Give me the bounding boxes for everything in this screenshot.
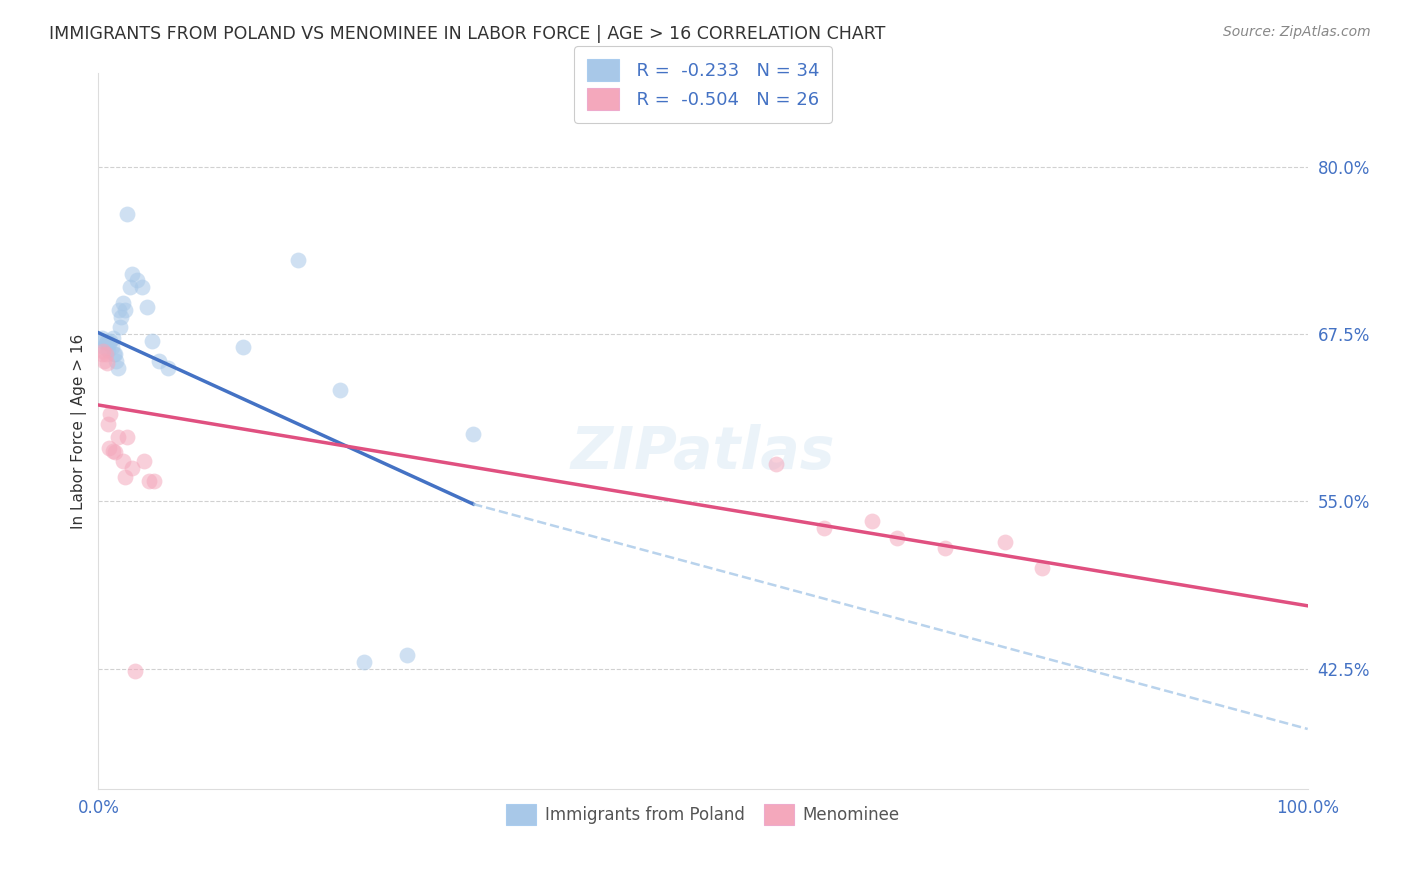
Point bbox=[121, 461, 143, 475]
Point bbox=[103, 347, 125, 361]
Point bbox=[104, 445, 127, 459]
Point bbox=[141, 334, 163, 348]
Point bbox=[124, 665, 146, 679]
Text: Source: ZipAtlas.com: Source: ZipAtlas.com bbox=[1223, 25, 1371, 39]
Point bbox=[97, 417, 120, 431]
Point bbox=[131, 280, 153, 294]
Point bbox=[97, 343, 120, 357]
Point bbox=[107, 430, 129, 444]
Point bbox=[107, 360, 129, 375]
Point bbox=[98, 441, 121, 455]
Point bbox=[765, 457, 787, 471]
Point bbox=[117, 430, 139, 444]
Point bbox=[114, 470, 136, 484]
Point bbox=[1031, 561, 1053, 575]
Point bbox=[118, 280, 141, 294]
Point bbox=[108, 302, 131, 317]
Point bbox=[114, 302, 136, 317]
Point bbox=[121, 267, 143, 281]
Point bbox=[287, 253, 309, 268]
Point bbox=[91, 331, 114, 345]
Point bbox=[134, 454, 156, 468]
Point bbox=[143, 475, 166, 489]
Point bbox=[111, 296, 134, 310]
Point bbox=[994, 534, 1017, 549]
Point bbox=[91, 347, 114, 361]
Point bbox=[463, 427, 485, 442]
Y-axis label: In Labor Force | Age > 16: In Labor Force | Age > 16 bbox=[72, 334, 87, 529]
Point bbox=[111, 454, 134, 468]
Point bbox=[108, 320, 131, 334]
Point bbox=[93, 354, 115, 368]
Point bbox=[117, 206, 139, 220]
Legend: Immigrants from Poland, Menominee: Immigrants from Poland, Menominee bbox=[496, 794, 910, 835]
Point bbox=[329, 384, 352, 398]
Point bbox=[395, 648, 418, 663]
Point bbox=[101, 331, 124, 345]
Text: IMMIGRANTS FROM POLAND VS MENOMINEE IN LABOR FORCE | AGE > 16 CORRELATION CHART: IMMIGRANTS FROM POLAND VS MENOMINEE IN L… bbox=[49, 25, 886, 43]
Point bbox=[100, 334, 122, 348]
Point bbox=[157, 360, 180, 375]
Point bbox=[91, 344, 114, 359]
Point bbox=[94, 347, 117, 361]
Point bbox=[104, 347, 127, 361]
Point bbox=[125, 273, 148, 287]
Point bbox=[94, 336, 117, 351]
Point bbox=[110, 310, 132, 324]
Point bbox=[105, 354, 128, 368]
Point bbox=[91, 334, 114, 348]
Point bbox=[96, 357, 118, 371]
Point bbox=[100, 340, 122, 354]
Point bbox=[813, 521, 835, 535]
Text: ZIPatlas: ZIPatlas bbox=[571, 424, 835, 481]
Point bbox=[93, 340, 115, 354]
Point bbox=[138, 475, 160, 489]
Point bbox=[886, 531, 908, 545]
Point bbox=[353, 655, 375, 669]
Point bbox=[101, 443, 124, 458]
Point bbox=[148, 354, 170, 368]
Point bbox=[96, 334, 118, 348]
Point bbox=[100, 408, 122, 422]
Point bbox=[98, 336, 121, 351]
Point bbox=[934, 541, 956, 556]
Point bbox=[232, 340, 254, 354]
Point bbox=[135, 300, 157, 314]
Point bbox=[860, 515, 883, 529]
